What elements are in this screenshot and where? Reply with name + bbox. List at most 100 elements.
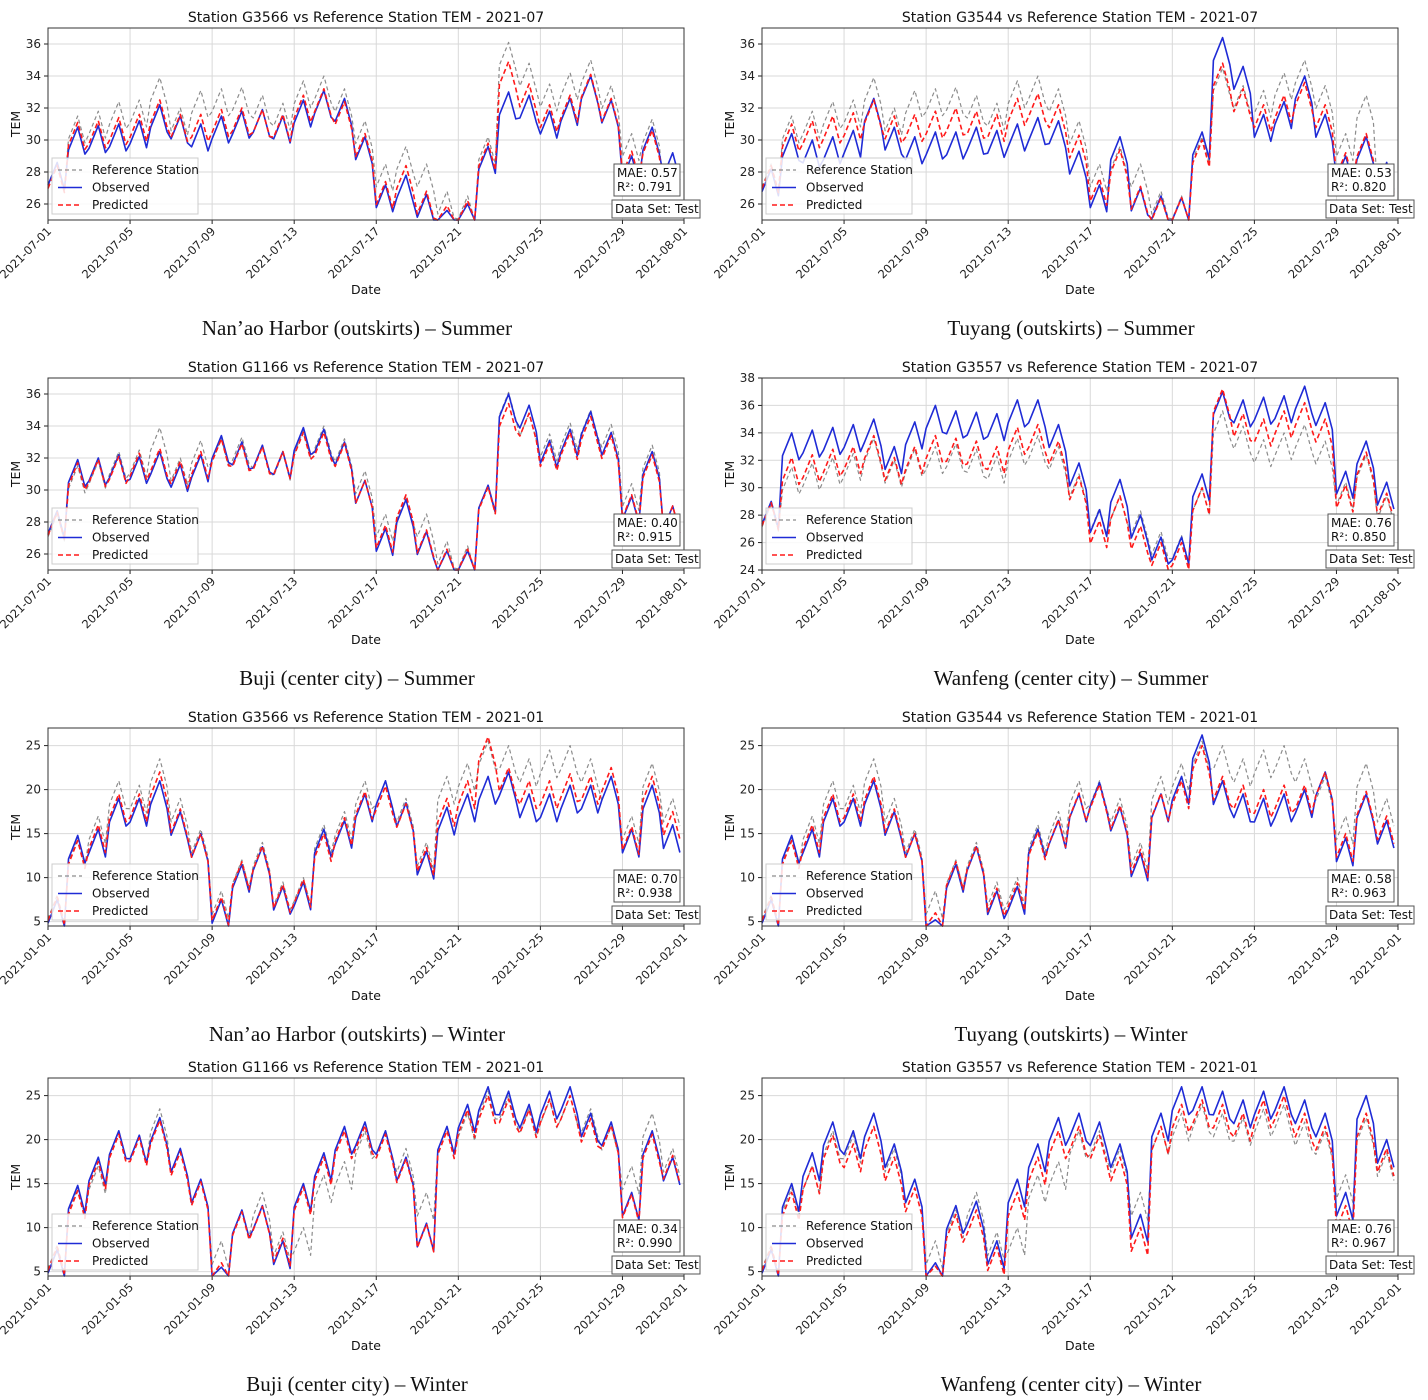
x-tick-label: 2021-01-01: [0, 930, 54, 987]
y-tick-label: 34: [26, 69, 41, 83]
metrics-box: [613, 513, 681, 547]
legend-label: Predicted: [92, 904, 148, 918]
caption-tuyang-summer: Tuyang (outskirts) – Summer: [947, 316, 1195, 340]
r2-label: R²: 0.990: [617, 1236, 672, 1250]
r2-label: R²: 0.967: [1331, 1236, 1386, 1250]
x-tick-label: 2021-07-05: [79, 574, 136, 631]
y-tick-label: 5: [33, 1265, 41, 1279]
y-tick-label: 30: [740, 481, 755, 495]
x-tick-label: 2021-01-17: [325, 1280, 382, 1337]
y-tick-label: 15: [740, 827, 755, 841]
x-tick-label: 2021-02-01: [1347, 930, 1404, 987]
panel-nanao-winter: Station G3566 vs Reference Station TEM -…: [0, 700, 714, 1050]
x-tick-label: 2021-08-01: [1347, 224, 1404, 281]
y-tick-label: 26: [26, 197, 41, 211]
dataset-label: Data Set: Test: [615, 1258, 699, 1272]
legend-label: Observed: [92, 887, 150, 901]
x-tick-label: 2021-01-05: [793, 1280, 850, 1337]
x-tick-label: 2021-07-17: [325, 574, 382, 631]
y-axis-label: TEM: [722, 1164, 737, 1191]
chart-buji-summer: Station G1166 vs Reference Station TEM -…: [0, 360, 701, 647]
legend-label: Reference Station: [806, 1219, 913, 1233]
metrics-box: [1327, 513, 1395, 547]
series-line-predicted: [761, 62, 1395, 221]
series-line-reference-station: [47, 391, 681, 571]
dataset-label: Data Set: Test: [1329, 1258, 1413, 1272]
series-line-observed: [47, 1086, 681, 1277]
x-tick-label: 2021-07-25: [1203, 574, 1260, 631]
series-line-observed: [761, 1086, 1395, 1277]
x-tick-label: 2021-01-09: [161, 930, 218, 987]
panel-tuyang-summer: Station G3544 vs Reference Station TEM -…: [711, 0, 1428, 350]
dataset-label: Data Set: Test: [615, 202, 699, 216]
x-axis-label: Date: [351, 632, 381, 647]
caption-wanfeng-winter: Wanfeng (center city) – Winter: [940, 1372, 1202, 1396]
axes-frame: [761, 27, 1399, 221]
x-tick-label: 2021-01-21: [407, 930, 464, 987]
chart-nanao-summer: Station G3566 vs Reference Station TEM -…: [0, 10, 701, 297]
series-line-reference-station: [761, 410, 1395, 564]
legend-label: Reference Station: [806, 163, 913, 177]
x-axis-label: Date: [351, 1338, 381, 1353]
r2-label: R²: 0.915: [617, 530, 672, 544]
x-axis-label: Date: [1065, 988, 1095, 1003]
x-tick-label: 2021-01-25: [1203, 1280, 1260, 1337]
x-tick-label: 2021-07-09: [875, 574, 932, 631]
mae-label: MAE: 0.57: [617, 166, 678, 180]
y-tick-label: 15: [26, 1177, 41, 1191]
legend-label: Predicted: [92, 1254, 148, 1268]
mae-label: MAE: 0.34: [617, 1222, 678, 1236]
x-tick-label: 2021-01-21: [1121, 930, 1178, 987]
x-tick-label: 2021-07-01: [0, 574, 54, 631]
y-tick-label: 34: [26, 419, 41, 433]
y-axis-label: TEM: [722, 461, 737, 488]
x-tick-label: 2021-01-29: [571, 930, 628, 987]
series-line-predicted: [47, 736, 681, 926]
chart-buji-winter: Station G1166 vs Reference Station TEM -…: [0, 1060, 701, 1353]
y-tick-label: 36: [740, 37, 755, 51]
x-tick-label: 2021-07-21: [407, 574, 464, 631]
legend-label: Reference Station: [92, 1219, 199, 1233]
dataset-label: Data Set: Test: [1329, 552, 1413, 566]
y-axis-label: TEM: [722, 814, 737, 841]
x-tick-label: 2021-07-25: [489, 224, 546, 281]
dataset-label: Data Set: Test: [615, 552, 699, 566]
x-tick-label: 2021-01-13: [243, 1280, 300, 1337]
axes-frame: [761, 1077, 1399, 1277]
mae-label: MAE: 0.53: [1331, 166, 1392, 180]
y-tick-label: 26: [740, 197, 755, 211]
x-tick-label: 2021-01-05: [793, 930, 850, 987]
chart-title: Station G3557 vs Reference Station TEM -…: [902, 1060, 1258, 1076]
legend-label: Observed: [806, 887, 864, 901]
x-tick-label: 2021-01-17: [325, 930, 382, 987]
dataset-box: [611, 905, 701, 925]
y-tick-label: 36: [26, 37, 41, 51]
caption-buji-summer: Buji (center city) – Summer: [239, 666, 475, 690]
dataset-label: Data Set: Test: [615, 908, 699, 922]
y-tick-label: 10: [26, 871, 41, 885]
legend-label: Reference Station: [92, 869, 199, 883]
y-tick-label: 32: [26, 101, 41, 115]
legend-label: Observed: [92, 1237, 150, 1251]
chart-nanao-winter: Station G3566 vs Reference Station TEM -…: [0, 710, 701, 1003]
mae-label: MAE: 0.70: [617, 872, 678, 886]
metrics-box: [613, 869, 681, 903]
x-tick-label: 2021-01-13: [243, 930, 300, 987]
legend-label: Predicted: [806, 1254, 862, 1268]
x-tick-label: 2021-07-29: [571, 224, 628, 281]
y-tick-label: 36: [740, 398, 755, 412]
x-axis-label: Date: [351, 282, 381, 297]
chart-title: Station G3566 vs Reference Station TEM -…: [188, 710, 544, 726]
series-line-reference-station: [47, 41, 681, 221]
x-tick-label: 2021-01-29: [1285, 930, 1342, 987]
dataset-box: [1325, 1255, 1415, 1275]
metrics-box: [613, 1219, 681, 1253]
axes-frame: [761, 377, 1399, 571]
mae-label: MAE: 0.76: [1331, 516, 1392, 530]
legend-label: Predicted: [806, 548, 862, 562]
caption-wanfeng-summer: Wanfeng (center city) – Summer: [933, 666, 1209, 690]
dataset-box: [611, 549, 701, 569]
caption-tuyang-winter: Tuyang (outskirts) – Winter: [954, 1022, 1188, 1046]
y-tick-label: 25: [740, 1089, 755, 1103]
